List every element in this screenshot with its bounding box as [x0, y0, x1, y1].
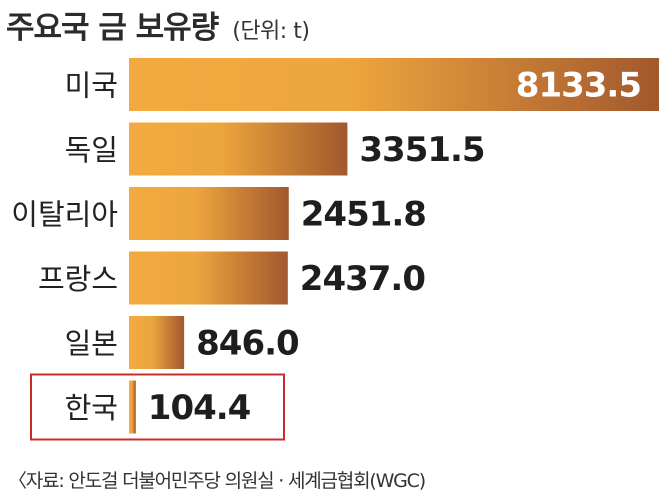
category-label-5: 한국 [65, 391, 118, 425]
value-label-1: 3351.5 [359, 130, 484, 170]
bar-2 [129, 187, 289, 240]
category-label-4: 일본 [65, 327, 118, 361]
bar-1 [129, 122, 348, 176]
bar-5 [129, 380, 136, 434]
source-note: 〈자료: 안도걸 더불어민주당 의원실 · 세계금협회(WGC) [8, 470, 426, 492]
chart-title: 주요국 금 보유량 [6, 10, 219, 46]
unit-label: (단위: t) [232, 19, 310, 44]
category-label-3: 프랑스 [38, 262, 118, 296]
bar-0 [129, 58, 659, 111]
bar-3 [129, 251, 288, 305]
bar-4 [129, 316, 185, 369]
highlight-box [30, 373, 285, 441]
bar-chart: 미국 8133.5 독일 3351.5 이탈리아 2451.8 프랑스 2437.0 일본 846… [11, 58, 659, 441]
value-label-2: 2451.8 [301, 195, 426, 235]
category-label-1: 독일 [65, 133, 118, 167]
category-label-0: 미국 [65, 69, 118, 103]
category-label-2: 이탈리아 [11, 198, 118, 232]
value-label-0: 8133.5 [516, 66, 641, 106]
value-label-4: 846.0 [196, 324, 299, 364]
value-label-3: 2437.0 [300, 259, 426, 299]
chart-header: 주요국 금 보유량 (단위: t) [6, 2, 310, 46]
value-label-5: 104.4 [148, 388, 251, 428]
